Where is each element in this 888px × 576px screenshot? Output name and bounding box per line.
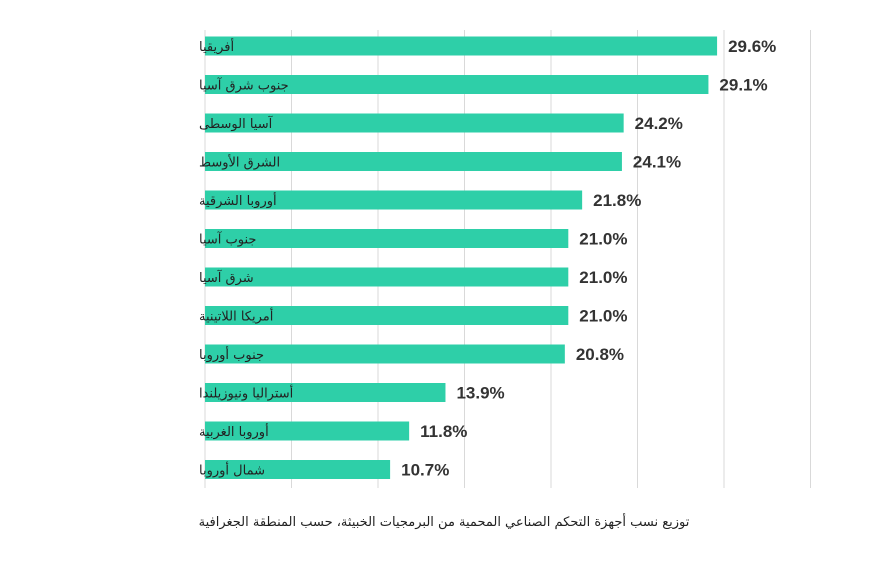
- category-label: الشرق الأوسط: [199, 154, 280, 171]
- category-label: أوروبا الشرقية: [199, 192, 277, 209]
- data-label: 24.2%: [635, 114, 683, 133]
- category-label: جنوب أوروبا: [199, 346, 264, 363]
- bars: [205, 36, 718, 479]
- category-label: شمال أوروبا: [199, 462, 265, 479]
- category-label: جنوب شرق آسيا: [199, 77, 289, 94]
- category-label: أوروبا الغربية: [199, 423, 269, 440]
- bar: [205, 383, 446, 402]
- gridlines: [204, 30, 811, 488]
- category-label: أستراليا ونيوزيلندا: [199, 385, 293, 402]
- category-label: أفريقيا: [199, 38, 234, 55]
- bar: [205, 36, 718, 56]
- data-label: 21.0%: [579, 307, 627, 326]
- data-label: 13.9%: [456, 384, 504, 403]
- data-label: 29.1%: [719, 76, 767, 95]
- data-label: 21.8%: [593, 191, 641, 210]
- data-label: 29.6%: [728, 37, 776, 56]
- chart-caption: توزيع نسب أجهزة التحكم الصناعي المحمية م…: [198, 515, 690, 530]
- bar: [205, 75, 709, 94]
- data-label: 21.0%: [579, 230, 627, 249]
- bar: [205, 229, 569, 248]
- data-label: 10.7%: [401, 461, 449, 480]
- bar: [205, 267, 569, 287]
- category-label: جنوب آسيا: [199, 231, 256, 248]
- data-label: 20.8%: [576, 345, 624, 364]
- bar: [205, 421, 410, 441]
- data-label: 11.8%: [420, 422, 467, 441]
- category-label: شرق آسيا: [199, 269, 254, 286]
- data-label: 24.1%: [633, 153, 681, 172]
- bar: [205, 113, 624, 133]
- bar: [205, 306, 569, 325]
- category-label: آسيا الوسطى: [199, 115, 274, 132]
- data-label: 21.0%: [579, 268, 627, 287]
- labels: أفريقيا 29.6% جنوب شرق آسيا 29.1% آسيا الوسط…: [199, 37, 776, 480]
- bar: [205, 190, 583, 210]
- category-label: أمريكا اللاتينية: [199, 308, 273, 325]
- bar: [205, 344, 565, 364]
- bar: [205, 460, 391, 479]
- bar: [205, 152, 622, 171]
